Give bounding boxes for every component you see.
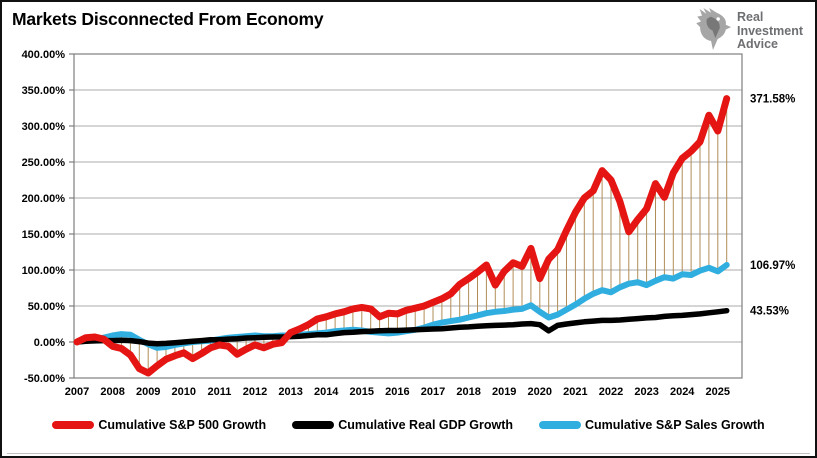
end-label-cumulative-s-p-500-growth: 371.58%	[750, 94, 795, 106]
ria-eagle-icon	[692, 7, 732, 56]
y-tick-label: 150.00%	[22, 229, 66, 241]
x-axis-labels: 2007 2008 2009 2010 2011 2012 2013 2014 2015 2016…	[65, 386, 730, 398]
y-tick-label: 200.00%	[22, 193, 66, 205]
x-tick-label: 2023	[634, 386, 658, 398]
legend-label-sp500: Cumulative S&P 500 Growth	[98, 418, 267, 432]
x-tick-label: 2018	[456, 386, 480, 398]
y-axis-labels: 400.00% 350.00% 300.00% 250.00% 200.00% 150.0…	[22, 49, 66, 385]
x-tick-label: 2012	[243, 386, 267, 398]
legend-marker-sales-icon	[539, 421, 581, 429]
legend-marker-gdp-icon	[292, 421, 335, 429]
ria-logo: Real Investment Advice	[692, 7, 803, 56]
x-tick-label: 2020	[528, 386, 552, 398]
series-line-cumulative-s-p-500-growth	[73, 95, 731, 377]
x-tick-label: 2016	[385, 386, 409, 398]
logo-word-advice: Advice	[737, 37, 778, 52]
x-tick-label: 2008	[100, 386, 124, 398]
y-tick-label: 300.00%	[22, 121, 66, 133]
y-tick-label: 50.00%	[28, 301, 66, 313]
x-tick-label: 2025	[706, 386, 730, 398]
x-tick-label: 2022	[599, 386, 623, 398]
end-label-cumulative-real-gdp-growth: 43.53%	[750, 306, 789, 318]
x-tick-label: 2024	[670, 386, 695, 398]
x-tick-label: 2017	[421, 386, 445, 398]
y-tick-label: 250.00%	[22, 157, 66, 169]
y-tick-label: -50.00%	[24, 373, 65, 385]
x-tick-label: 2013	[278, 386, 302, 398]
legend-label-sales: Cumulative S&P Sales Growth	[585, 418, 765, 432]
y-tick-label: 400.00%	[22, 49, 66, 61]
logo-word-investment: Investment	[737, 23, 803, 38]
series-line-cumulative-real-gdp-growth	[74, 307, 730, 347]
x-tick-label: 2014	[314, 386, 339, 398]
plot-border	[73, 53, 743, 379]
legend: Cumulative S&P 500 Growth Cumulative Rea…	[2, 418, 815, 432]
legend-label-gdp: Cumulative Real GDP Growth	[338, 418, 513, 432]
y-tick-label: 100.00%	[22, 265, 66, 277]
x-tick-label: 2010	[172, 386, 196, 398]
legend-marker-sp500-icon	[52, 421, 95, 429]
legend-item-gdp-growth: Cumulative Real GDP Growth	[292, 418, 513, 432]
bottom-divider	[7, 453, 810, 454]
x-tick-label: 2021	[563, 386, 587, 398]
y-tick-label: 350.00%	[22, 85, 66, 97]
ria-logo-text: Real Investment Advice	[737, 9, 803, 52]
y-tick-label: 0.00%	[34, 337, 65, 349]
legend-item-sales-growth: Cumulative S&P Sales Growth	[539, 418, 765, 432]
x-tick-label: 2011	[207, 386, 231, 398]
x-tick-label: 2007	[65, 386, 89, 398]
x-tick-label: 2009	[136, 386, 160, 398]
x-tick-label: 2015	[350, 386, 374, 398]
legend-item-sp500-growth: Cumulative S&P 500 Growth	[52, 418, 266, 432]
x-tick-label: 2019	[492, 386, 516, 398]
end-label-cumulative-s-p-sales-growth: 106.97%	[750, 260, 795, 272]
chart-title: Markets Disconnected From Economy	[12, 9, 324, 29]
logo-word-real: Real	[737, 9, 764, 24]
